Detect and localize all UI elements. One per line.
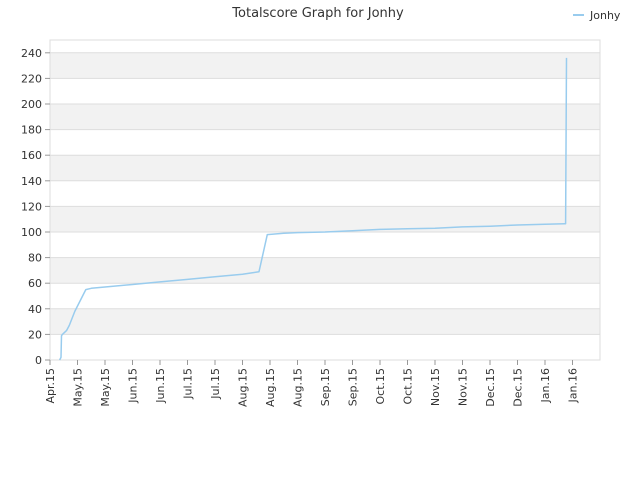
series-layer	[58, 57, 568, 361]
y-tick-label: 220	[21, 72, 42, 85]
x-tick-label: Aug.15	[292, 368, 305, 407]
y-tick-label: 60	[28, 277, 42, 290]
y-tick-label: 0	[35, 354, 42, 367]
background-band	[50, 52, 600, 79]
y-tick-label: 40	[28, 303, 42, 316]
x-tick-label: Dec.15	[484, 368, 497, 407]
y-tick-label: 100	[21, 226, 42, 239]
y-tick-label: 200	[21, 98, 42, 111]
x-tick-label: Aug.15	[237, 368, 250, 407]
x-tick-label: Apr.15	[44, 368, 57, 404]
y-tick-label: 140	[21, 175, 42, 188]
x-tick-label: Jan.16	[567, 368, 580, 403]
background-band	[50, 257, 600, 284]
x-tick-label: Sep.15	[347, 368, 360, 406]
x-tick-label: Nov.15	[429, 368, 442, 406]
y-axis: 0 20 40 60 80 100 120 140 160 180 200 220 240	[21, 47, 50, 367]
plot-background-bands	[50, 52, 600, 335]
x-tick-label: Aug.15	[264, 368, 277, 407]
y-tick-label: 180	[21, 124, 42, 137]
y-tick-label: 120	[21, 200, 42, 213]
x-tick-label: Oct.15	[402, 368, 415, 405]
x-tick-label: Sep.15	[319, 368, 332, 406]
legend-label-jonhy: Jonhy	[589, 9, 621, 22]
background-band	[50, 155, 600, 181]
x-tick-label: Jun.15	[154, 368, 167, 404]
y-tick-label: 80	[28, 252, 42, 265]
x-tick-label: Dec.15	[512, 368, 525, 407]
x-tick-label: Nov.15	[457, 368, 470, 406]
x-tick-label: May.15	[99, 368, 112, 407]
x-tick-label: May.15	[72, 368, 85, 407]
x-tick-label: Jan.16	[539, 368, 552, 403]
y-tick-label: 160	[21, 149, 42, 162]
x-axis: Apr.15 May.15 May.15 Jun.15 Jun.15 Jul.15 Jul.…	[44, 360, 580, 407]
background-band	[50, 104, 600, 130]
y-tick-label: 240	[21, 47, 42, 60]
chart-title: Totalscore Graph for Jonhy	[231, 6, 404, 21]
x-tick-label: Jul.15	[182, 368, 195, 400]
y-tick-label: 20	[28, 328, 42, 341]
x-tick-label: Jul.15	[209, 368, 222, 400]
series-line-jonhy	[58, 57, 568, 361]
background-band	[50, 308, 600, 335]
legend[interactable]: Jonhy	[573, 9, 621, 22]
x-tick-label: Jun.15	[127, 368, 140, 404]
background-band	[50, 206, 600, 232]
x-tick-label: Oct.15	[374, 368, 387, 405]
